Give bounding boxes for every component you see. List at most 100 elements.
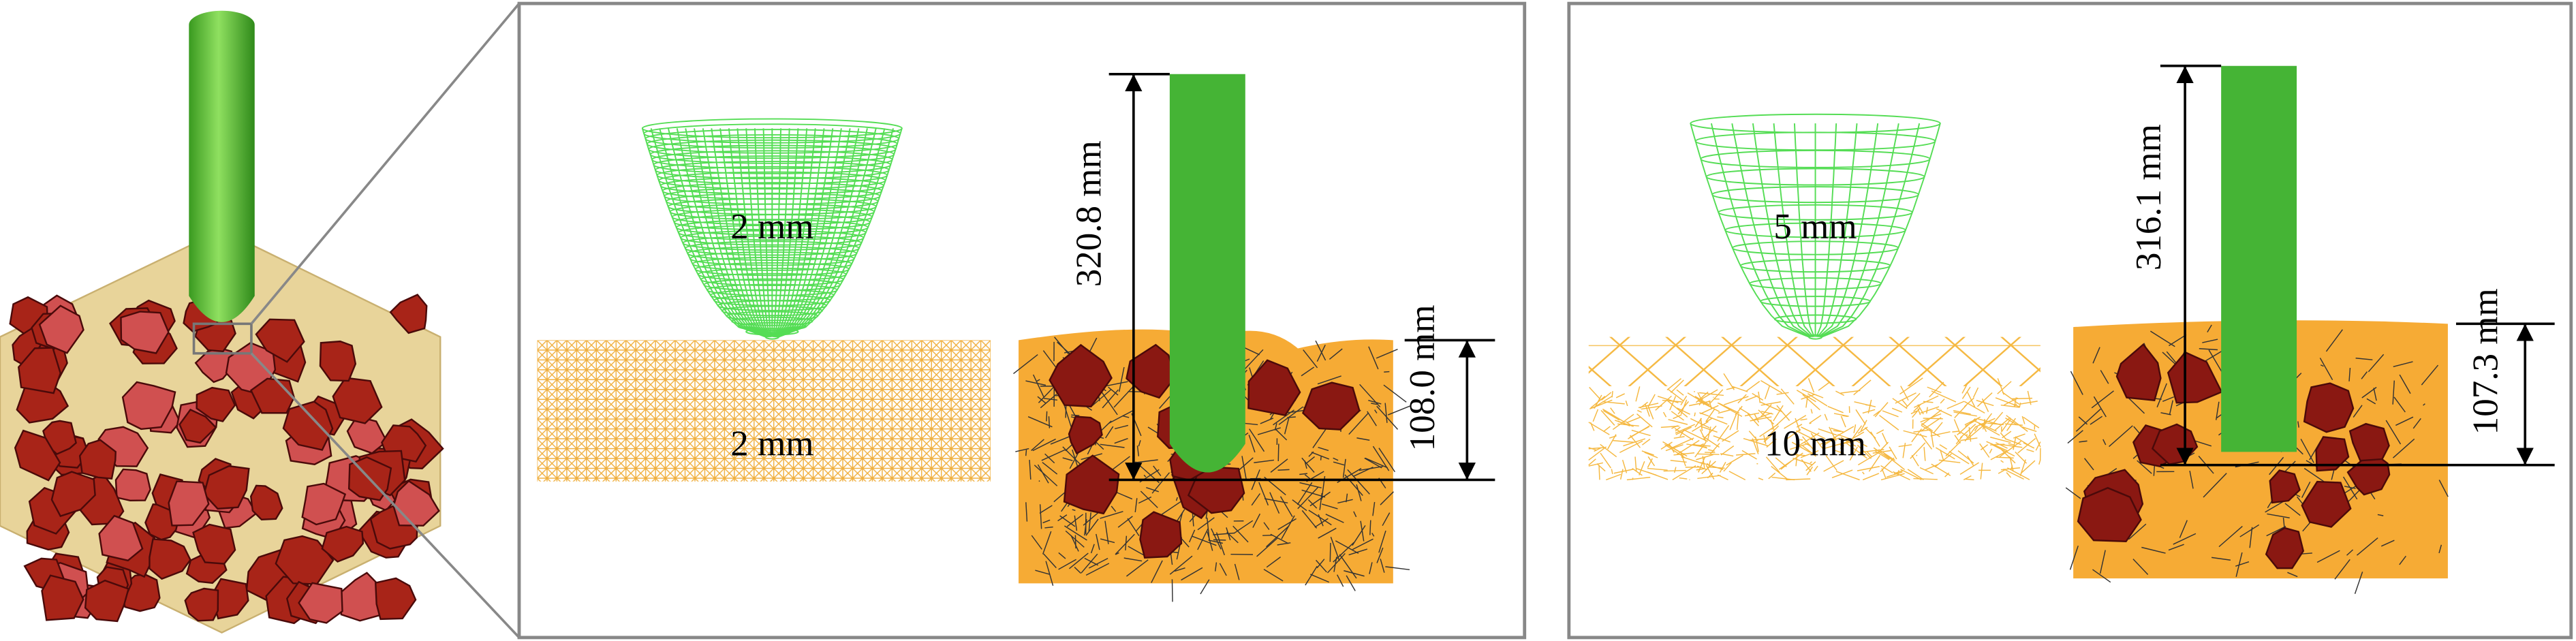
- crack: [1123, 557, 1143, 562]
- particle: [1139, 511, 1183, 559]
- fiber: [1708, 460, 1711, 465]
- mesh-spoke: [773, 128, 799, 338]
- fiber: [1598, 465, 1600, 480]
- crack: [2218, 526, 2243, 548]
- particle: [121, 381, 176, 431]
- crack: [1031, 535, 1042, 550]
- tool-mesh: [641, 118, 903, 340]
- fiber: [1776, 405, 1790, 421]
- zoom-line: [250, 352, 521, 639]
- panel-1: 2 mm 2 mm 320.8 mm 108.0 mm: [517, 1, 1527, 640]
- crack: [1329, 542, 1331, 562]
- fiber: [1675, 426, 1692, 435]
- fiber: [1665, 444, 1683, 452]
- mesh-spoke: [1773, 123, 1814, 338]
- crack: [1384, 371, 1390, 373]
- crack: [2179, 520, 2188, 538]
- crack: [1138, 496, 1152, 504]
- fiber: [1626, 476, 1651, 481]
- crack: [1385, 566, 1410, 571]
- crack: [2316, 550, 2340, 563]
- crack: [2385, 420, 2402, 445]
- crack: [1034, 465, 1058, 486]
- fiber: [1881, 468, 1887, 479]
- crack: [1054, 337, 1069, 355]
- fiber: [1707, 463, 1710, 467]
- fiber: [1698, 392, 1724, 396]
- fiber: [2017, 438, 2036, 454]
- fiber: [1795, 453, 1798, 467]
- crack: [1299, 482, 1322, 488]
- crack: [1251, 493, 1261, 506]
- fiber: [1999, 441, 2022, 458]
- fiber: [1796, 390, 1816, 403]
- mesh-spoke: [776, 128, 868, 338]
- fiber: [1954, 405, 1967, 419]
- fiber: [1718, 409, 1731, 414]
- fiber: [1857, 444, 1872, 459]
- fiber: [1800, 450, 1819, 458]
- crack: [1320, 456, 1322, 460]
- fiber: [1936, 408, 1953, 417]
- fiber: [1997, 381, 2012, 394]
- crack: [2319, 358, 2333, 381]
- crack: [2249, 527, 2253, 548]
- crack: [2235, 561, 2250, 567]
- fiber: [1799, 439, 1803, 441]
- crack: [1039, 505, 1053, 514]
- fiber: [1880, 465, 1893, 473]
- crack: [2284, 503, 2301, 516]
- crack: [1318, 447, 1329, 452]
- fiber: [1920, 417, 1942, 432]
- fiber: [1944, 472, 1950, 478]
- fiber: [2006, 472, 2012, 478]
- fiber: [1830, 427, 1845, 433]
- crack: [2355, 358, 2373, 360]
- crack: [2078, 416, 2088, 425]
- crack: [2211, 557, 2231, 561]
- crack: [2193, 439, 2212, 447]
- crack: [1360, 520, 1365, 542]
- crack: [1277, 469, 1290, 471]
- fiber: [1677, 407, 1690, 415]
- fiber: [1920, 406, 1940, 414]
- fiber: [1694, 396, 1710, 405]
- fiber: [1621, 459, 1628, 473]
- crack: [1387, 405, 1410, 416]
- fiber: [1748, 438, 1768, 441]
- fiber: [1931, 390, 1957, 403]
- mesh-spoke: [762, 128, 773, 337]
- crack: [1380, 491, 1394, 505]
- crack: [1311, 452, 1330, 460]
- mesh-spoke: [650, 128, 766, 338]
- fiber: [1592, 409, 1599, 422]
- crack: [2392, 380, 2395, 405]
- fiber: [1589, 387, 1601, 400]
- fiber: [1866, 451, 1872, 457]
- crack: [1325, 514, 1344, 523]
- crack: [1068, 552, 1089, 569]
- fiber: [1671, 425, 1678, 429]
- particle: [282, 401, 334, 451]
- fiber: [1873, 447, 1891, 460]
- crack: [1126, 559, 1149, 577]
- fiber: [2023, 442, 2035, 449]
- crack: [2092, 347, 2100, 364]
- crack: [1234, 563, 1240, 580]
- crack: [2399, 374, 2411, 394]
- fiber: [1728, 471, 1746, 481]
- fiber: [1949, 450, 1970, 465]
- fiber: [1666, 378, 1681, 390]
- crack: [2421, 364, 2439, 386]
- fiber: [1698, 456, 1706, 473]
- fiber: [1692, 421, 1709, 432]
- mesh-spoke: [641, 128, 766, 338]
- fiber: [1974, 420, 1997, 432]
- mesh-spoke: [778, 128, 903, 338]
- fiber: [1981, 398, 1989, 412]
- particle: [84, 579, 130, 623]
- crack: [1249, 428, 1265, 452]
- fiber: [1913, 403, 1921, 412]
- crack: [2380, 540, 2395, 547]
